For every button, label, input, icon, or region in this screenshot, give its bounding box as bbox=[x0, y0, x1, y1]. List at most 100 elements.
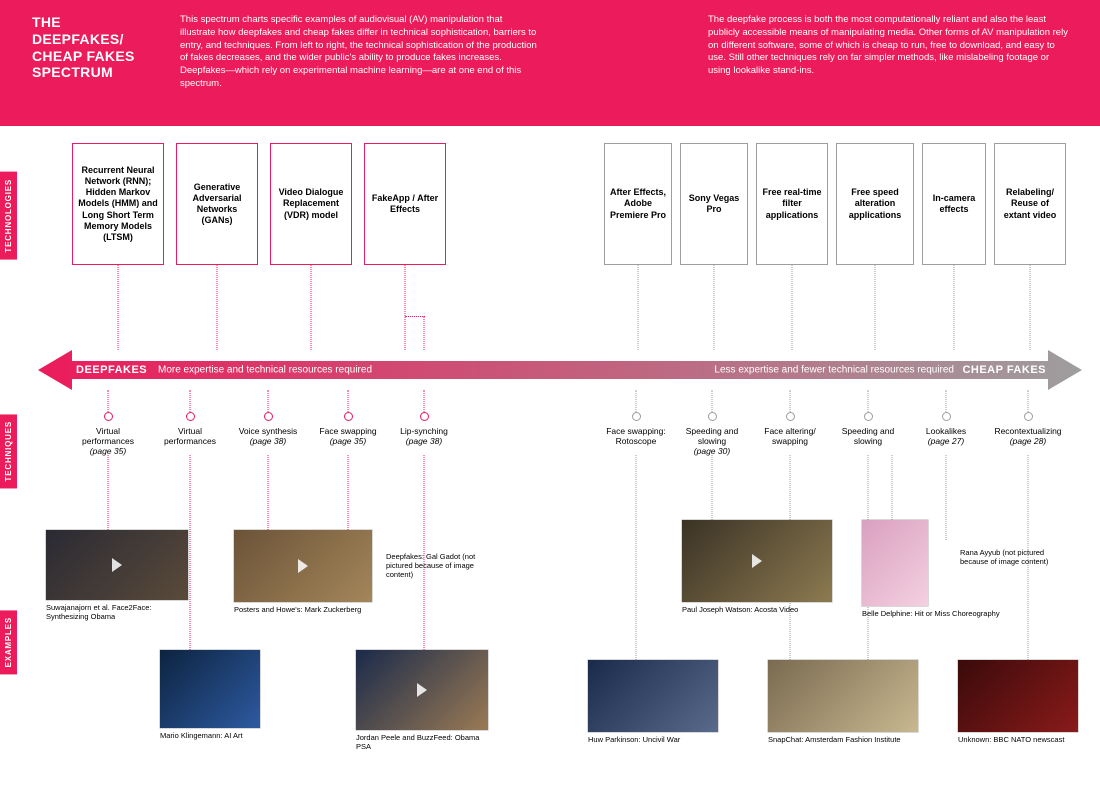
technique-dot-0 bbox=[104, 412, 113, 421]
connector-top-1 bbox=[217, 265, 218, 350]
technique-dot-10 bbox=[1024, 412, 1033, 421]
technique-label-5: Face swapping: Rotoscope bbox=[597, 427, 675, 447]
example-thumb-5 bbox=[588, 660, 718, 732]
technique-9: Lookalikes(page 27) bbox=[907, 412, 985, 447]
example-thumb-7 bbox=[768, 660, 918, 732]
example-0: Suwajanajorn et al. Face2Face: Synthesiz… bbox=[46, 530, 188, 621]
technique-dot-9 bbox=[942, 412, 951, 421]
connector-bottom-8 bbox=[892, 455, 893, 520]
example-thumb-3 bbox=[356, 650, 488, 730]
example-caption-0: Suwajanajorn et al. Face2Face: Synthesiz… bbox=[46, 604, 186, 621]
technique-10: Recontextualizing(page 28) bbox=[989, 412, 1067, 447]
tech-box-9: Relabeling/ Reuse of extant video bbox=[994, 143, 1066, 265]
example-7: SnapChat: Amsterdam Fashion Institute bbox=[768, 660, 918, 745]
connector-mid-8 bbox=[868, 390, 869, 412]
spectrum-arrow: DEEPFAKES More expertise and technical r… bbox=[38, 350, 1082, 390]
example-6: Belle Delphine: Hit or Miss Choreography bbox=[862, 520, 1000, 619]
arrow-label-left-desc: More expertise and technical resources r… bbox=[158, 365, 372, 376]
example-1: Mario Klingemann: AI Art bbox=[160, 650, 260, 741]
technique-page-9: (page 27) bbox=[907, 437, 985, 447]
technique-7: Face altering/ swapping bbox=[751, 412, 829, 447]
example-3: Jordan Peele and BuzzFeed: Obama PSA bbox=[356, 650, 496, 751]
tech-box-4: After Effects, Adobe Premiere Pro bbox=[604, 143, 672, 265]
connector-mid-6 bbox=[712, 390, 713, 412]
connector-top-3 bbox=[405, 265, 406, 350]
technique-dot-1 bbox=[186, 412, 195, 421]
technique-4: Lip-synching(page 38) bbox=[385, 412, 463, 447]
example-thumb-4 bbox=[682, 520, 832, 602]
example-thumb-0 bbox=[46, 530, 188, 600]
tech-box-3: FakeApp / After Effects bbox=[364, 143, 446, 265]
intro-paragraph-2: The deepfake process is both the most co… bbox=[708, 14, 1068, 104]
arrow-label-deepfakes: DEEPFAKES bbox=[76, 364, 147, 376]
tech-box-5: Sony Vegas Pro bbox=[680, 143, 748, 265]
side-tab-techniques: TECHNIQUES bbox=[0, 414, 17, 488]
not-pictured-1: Rana Ayyub (not pictured because of imag… bbox=[960, 548, 1050, 566]
example-caption-3: Jordan Peele and BuzzFeed: Obama PSA bbox=[356, 734, 496, 751]
tech-box-7: Free speed alteration applications bbox=[836, 143, 914, 265]
side-tab-examples: EXAMPLES bbox=[0, 610, 17, 674]
intro-paragraph-1: This spectrum charts specific examples o… bbox=[180, 14, 540, 104]
not-pictured-0: Deepfakes: Gal Gadot (not pictured becau… bbox=[386, 552, 476, 579]
technique-page-2: (page 38) bbox=[229, 437, 307, 447]
connector-mid-7 bbox=[790, 390, 791, 412]
technique-dot-2 bbox=[264, 412, 273, 421]
connector-top-6 bbox=[792, 265, 793, 350]
connector-mid-0 bbox=[108, 390, 109, 412]
example-caption-5: Huw Parkinson: Uncivil War bbox=[588, 736, 718, 745]
technique-1: Virtual performances bbox=[151, 412, 229, 447]
connector-mid-4 bbox=[424, 390, 425, 412]
technique-dot-5 bbox=[632, 412, 641, 421]
example-caption-2: Posters and Howe's: Mark Zuckerberg bbox=[234, 606, 372, 615]
connector-mid-10 bbox=[1028, 390, 1029, 412]
technique-8: Speeding and slowing bbox=[829, 412, 907, 447]
connector-mid-1 bbox=[190, 390, 191, 412]
arrow-label-right-desc: Less expertise and fewer technical resou… bbox=[714, 365, 954, 376]
example-4: Paul Joseph Watson: Acosta Video bbox=[682, 520, 832, 615]
connector-top-7 bbox=[875, 265, 876, 350]
example-caption-4: Paul Joseph Watson: Acosta Video bbox=[682, 606, 822, 615]
connector-mid-3 bbox=[348, 390, 349, 412]
tech-box-1: Generative Adversarial Networks (GANs) bbox=[176, 143, 258, 265]
arrow-label-cheapfakes: CHEAP FAKES bbox=[962, 364, 1046, 376]
connector-bottom-2 bbox=[268, 455, 269, 530]
example-thumb-6 bbox=[862, 520, 928, 606]
connector-top-8 bbox=[954, 265, 955, 350]
tech-box-6: Free real-time filter applications bbox=[756, 143, 828, 265]
example-caption-1: Mario Klingemann: AI Art bbox=[160, 732, 260, 741]
technique-2: Voice synthesis(page 38) bbox=[229, 412, 307, 447]
technique-dot-7 bbox=[786, 412, 795, 421]
example-8: Unknown: BBC NATO newscast bbox=[958, 660, 1078, 745]
technique-label-7: Face altering/ swapping bbox=[751, 427, 829, 447]
connector-mid-2 bbox=[268, 390, 269, 412]
example-2: Posters and Howe's: Mark Zuckerberg bbox=[234, 530, 372, 615]
connector-bottom-5 bbox=[712, 455, 713, 520]
technique-dot-8 bbox=[864, 412, 873, 421]
connector-elbow-h bbox=[405, 316, 425, 317]
technique-dot-3 bbox=[344, 412, 353, 421]
connector-top-5 bbox=[714, 265, 715, 350]
tech-box-2: Video Dialogue Replacement (VDR) model bbox=[270, 143, 352, 265]
connector-elbow-v bbox=[424, 316, 425, 350]
connector-bottom-0 bbox=[108, 455, 109, 530]
technique-page-3: (page 35) bbox=[309, 437, 387, 447]
connector-mid-9 bbox=[946, 390, 947, 412]
technique-label-8: Speeding and slowing bbox=[829, 427, 907, 447]
example-caption-7: SnapChat: Amsterdam Fashion Institute bbox=[768, 736, 908, 745]
header-banner: THE DEEPFAKES/ CHEAP FAKES SPECTRUM This… bbox=[0, 0, 1100, 126]
technique-0: Virtual performances(page 35) bbox=[69, 412, 147, 456]
connector-bottom-3 bbox=[348, 455, 349, 540]
example-5: Huw Parkinson: Uncivil War bbox=[588, 660, 718, 745]
connector-top-9 bbox=[1030, 265, 1031, 350]
technique-label-0: Virtual performances bbox=[69, 427, 147, 447]
technique-3: Face swapping(page 35) bbox=[309, 412, 387, 447]
technique-6: Speeding and slowing(page 30) bbox=[673, 412, 751, 456]
technology-boxes-row: Recurrent Neural Network (RNN); Hidden M… bbox=[0, 143, 1100, 273]
connector-bottom-10 bbox=[636, 455, 637, 660]
connector-bottom-1 bbox=[190, 455, 191, 650]
example-thumb-2 bbox=[234, 530, 372, 602]
tech-box-8: In-camera effects bbox=[922, 143, 986, 265]
tech-box-0: Recurrent Neural Network (RNN); Hidden M… bbox=[72, 143, 164, 265]
page-title: THE DEEPFAKES/ CHEAP FAKES SPECTRUM bbox=[32, 14, 152, 104]
example-caption-6: Belle Delphine: Hit or Miss Choreography bbox=[862, 610, 1000, 619]
